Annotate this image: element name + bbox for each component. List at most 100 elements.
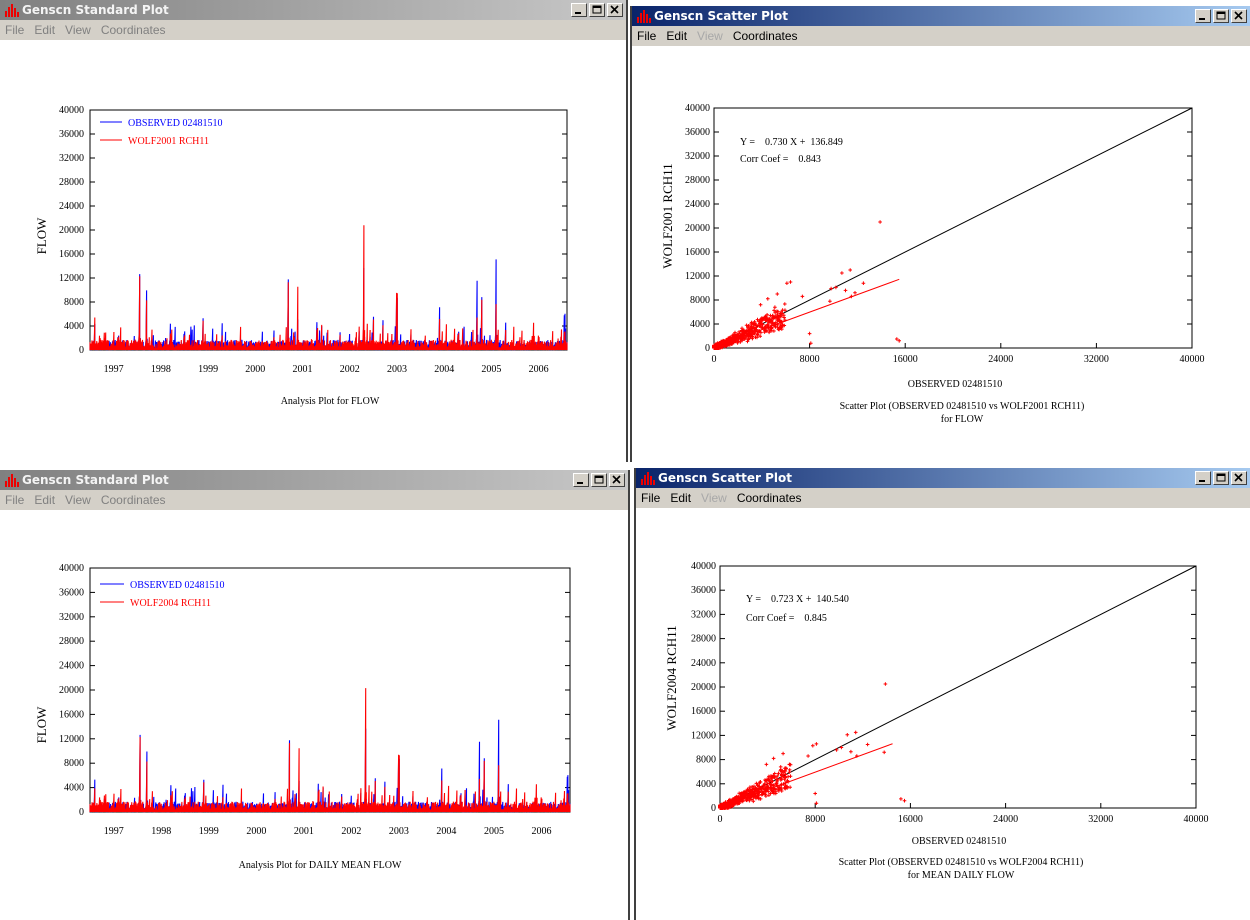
data-point <box>865 742 870 747</box>
data-point <box>754 781 759 786</box>
data-point <box>773 314 777 319</box>
menu-coordinates[interactable]: Coordinates <box>100 493 166 507</box>
data-point <box>853 730 858 735</box>
data-point <box>758 334 762 338</box>
menu-edit[interactable]: Edit <box>34 493 56 507</box>
title-bar[interactable]: Genscn Standard Plot <box>0 0 626 20</box>
menu-view[interactable]: View <box>701 491 727 505</box>
menu-view[interactable]: View <box>65 493 91 507</box>
y-axis-label: WOLF2004 RCH11 <box>664 625 679 730</box>
y-tick-label: 16000 <box>59 249 84 260</box>
chart-caption-line2: for MEAN DAILY FLOW <box>908 870 1015 881</box>
data-point <box>764 328 768 333</box>
data-point <box>749 324 754 329</box>
data-point <box>750 334 755 339</box>
y-tick-label: 36000 <box>685 127 710 138</box>
x-tick-label: 2006 <box>531 826 551 837</box>
data-point <box>773 305 777 309</box>
menu-coordinates[interactable]: Coordinates <box>736 491 802 505</box>
window-title: Genscn Scatter Plot <box>654 9 788 23</box>
data-point <box>774 787 778 792</box>
y-tick-label: 28000 <box>59 636 84 647</box>
maximize-icon <box>594 475 604 484</box>
data-point <box>785 281 789 285</box>
menu-file[interactable]: File <box>637 29 657 43</box>
menu-file[interactable]: File <box>5 23 25 37</box>
data-point <box>752 320 757 324</box>
data-point <box>768 791 773 796</box>
y-tick-label: 8000 <box>690 295 710 306</box>
data-point <box>849 749 853 754</box>
data-point <box>848 268 852 272</box>
data-point <box>771 790 776 795</box>
chart-caption: Analysis Plot for FLOW <box>281 396 380 407</box>
x-tick-label: 2005 <box>481 364 501 375</box>
minimize-button[interactable] <box>1195 9 1211 23</box>
menu-file[interactable]: File <box>641 491 661 505</box>
data-point <box>762 783 767 787</box>
y-tick-label: 36000 <box>59 587 84 598</box>
data-point <box>775 322 780 327</box>
menu-edit[interactable]: Edit <box>666 29 688 43</box>
menu-edit[interactable]: Edit <box>670 491 692 505</box>
minimize-icon <box>1199 18 1205 20</box>
data-point <box>766 322 770 327</box>
data-point <box>766 778 771 782</box>
y-tick-label: 4000 <box>690 319 710 330</box>
menu-coordinates[interactable]: Coordinates <box>100 23 166 37</box>
correlation-coefficient: Corr Coef = 0.843 <box>740 154 821 165</box>
y-tick-label: 20000 <box>691 682 716 693</box>
data-point <box>740 326 744 331</box>
data-point <box>755 793 759 798</box>
data-point <box>752 325 756 330</box>
close-button[interactable] <box>607 3 623 17</box>
data-point <box>840 271 844 275</box>
data-point <box>767 793 771 797</box>
minimize-button[interactable] <box>573 473 589 487</box>
menu-view[interactable]: View <box>697 29 723 43</box>
data-point <box>883 682 888 686</box>
data-point <box>718 342 722 346</box>
x-tick-label: 40000 <box>1184 814 1209 825</box>
minimize-button[interactable] <box>571 3 587 17</box>
maximize-button[interactable] <box>1213 9 1229 23</box>
data-point <box>736 796 740 800</box>
menu-file[interactable]: File <box>5 493 25 507</box>
data-point <box>741 329 745 333</box>
x-tick-label: 2003 <box>387 364 407 375</box>
data-point <box>772 323 776 328</box>
close-button[interactable] <box>1231 471 1247 485</box>
data-point <box>764 779 768 783</box>
menu-coordinates[interactable]: Coordinates <box>732 29 798 43</box>
y-tick-label: 16000 <box>685 247 710 258</box>
title-bar[interactable]: Genscn Scatter Plot <box>632 6 1250 26</box>
maximize-button[interactable] <box>1213 471 1229 485</box>
data-point <box>769 775 773 780</box>
maximize-icon <box>592 5 602 14</box>
data-point <box>788 785 792 789</box>
menu-bar: File Edit View Coordinates <box>0 20 626 40</box>
data-point <box>782 323 787 328</box>
menu-view[interactable]: View <box>65 23 91 37</box>
menu-edit[interactable]: Edit <box>34 23 56 37</box>
minimize-button[interactable] <box>1195 471 1211 485</box>
maximize-button[interactable] <box>591 473 607 487</box>
y-axis-label: FLOW <box>34 217 49 255</box>
data-point <box>772 308 776 313</box>
data-point <box>747 794 751 798</box>
timeseries-chart: FLOW Analysis Plot for FLOW OBSERVED 024… <box>34 105 568 407</box>
maximize-button[interactable] <box>589 3 605 17</box>
data-point <box>775 309 779 314</box>
title-bar[interactable]: Genscn Standard Plot <box>0 470 628 490</box>
x-tick-label: 2003 <box>389 826 409 837</box>
y-tick-label: 12000 <box>691 730 716 741</box>
data-point <box>741 792 746 797</box>
title-bar[interactable]: Genscn Scatter Plot <box>636 468 1250 488</box>
y-tick-label: 32000 <box>685 151 710 162</box>
series-line-simulated <box>89 688 571 813</box>
close-button[interactable] <box>1231 9 1247 23</box>
data-point <box>781 774 785 778</box>
close-button[interactable] <box>609 473 625 487</box>
data-point <box>736 799 740 803</box>
data-point <box>783 775 787 779</box>
